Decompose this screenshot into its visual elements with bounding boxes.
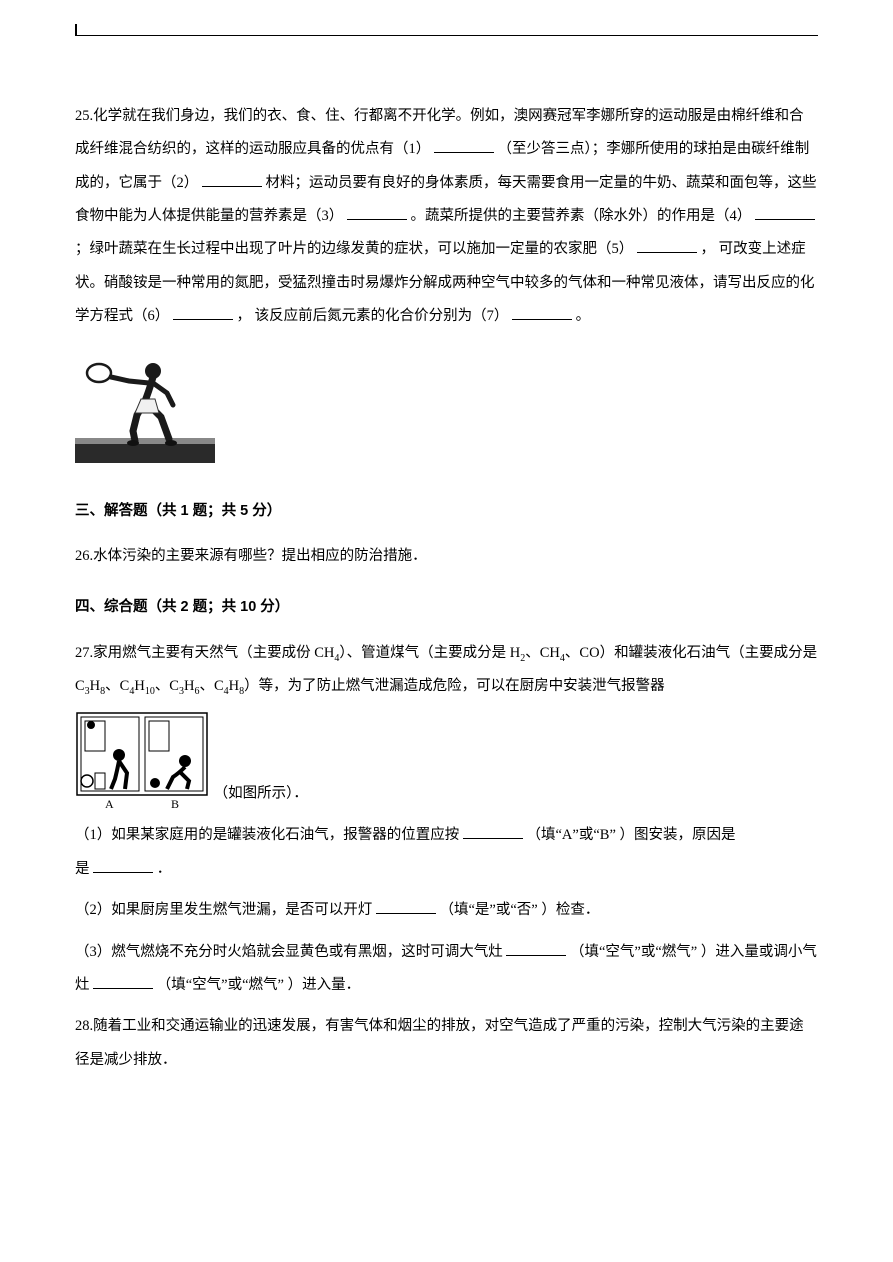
blank-27-1a: [463, 825, 523, 840]
section-3-heading: 三、解答题（共 1 题；共 5 分）: [75, 495, 818, 528]
q25-text: 。蔬菜所提供的主要营养素（除水外）的作用是（4）: [411, 208, 752, 224]
label-a: A: [105, 797, 114, 811]
q27-text: H: [229, 678, 239, 694]
question-27-2: （2）如果厨房里发生燃气泄漏，是否可以开灯 （填“是”或“否” ）检查．: [75, 894, 818, 927]
tennis-illustration: [75, 343, 818, 476]
question-27-1: （1）如果某家庭用的是罐装液化石油气，报警器的位置应按 （填“A”或“B” ）图…: [75, 819, 818, 886]
q27-1-text: （1）如果某家庭用的是罐装液化石油气，报警器的位置应按: [75, 827, 459, 843]
blank-27-1b: [93, 858, 153, 873]
q27-3-text: （3）燃气燃烧不充分时火焰就会显黄色或有黑烟，这时可调大气灶: [75, 944, 503, 960]
blank-27-3a: [506, 941, 566, 956]
q27-text: H: [90, 678, 100, 694]
q27-text: 、CH: [525, 645, 560, 661]
tennis-player-icon: [75, 343, 215, 463]
blank-25-2: [202, 172, 262, 187]
figure-caption: （如图所示）．: [214, 786, 308, 802]
page-content: 25.化学就在我们身边，我们的衣、食、住、行都离不开化学。例如，澳网赛冠军李娜所…: [75, 100, 818, 1077]
q25-text: ， 该反应前后氮元素的化合价分别为（7）: [237, 308, 509, 324]
q27-1-text: （填“A”或“B” ）图安装，原因是: [527, 827, 736, 843]
q27-text: 、C: [155, 678, 179, 694]
q27-1-text: ．: [157, 861, 172, 877]
header-rule: [75, 35, 818, 36]
blank-25-3: [347, 206, 407, 221]
label-b: B: [171, 797, 179, 811]
blank-25-7: [512, 306, 572, 321]
blank-25-6: [173, 306, 233, 321]
q27-2-text: （2）如果厨房里发生燃气泄漏，是否可以开灯: [75, 902, 372, 918]
q27-text: ）等，为了防止燃气泄漏造成危险，可以在厨房中安装泄气报警器: [244, 678, 665, 694]
blank-27-3b: [93, 974, 153, 989]
q25-text: 。: [576, 308, 591, 324]
blank-25-1: [434, 139, 494, 154]
q27-text: ）、管道煤气（主要成分是 H: [339, 645, 520, 661]
header-tick: [75, 24, 77, 35]
q27-text: H: [134, 678, 144, 694]
question-25: 25.化学就在我们身边，我们的衣、食、住、行都离不开化学。例如，澳网赛冠军李娜所…: [75, 100, 818, 333]
q27-1-text-is: 是: [75, 861, 90, 877]
q27-text: H: [184, 678, 194, 694]
q27-text: 、C: [199, 678, 223, 694]
q27-text: 27.家用燃气主要有天然气（主要成份 CH: [75, 645, 334, 661]
q25-text: ；绿叶蔬菜在生长过程中出现了叶片的边缘发黄的症状，可以施加一定量的农家肥（5）: [75, 241, 633, 257]
q27-3-text: （填“空气”或“燃气” ）进入量．: [157, 977, 360, 993]
question-27-intro: 27.家用燃气主要有天然气（主要成份 CH4）、管道煤气（主要成分是 H2、CH…: [75, 637, 818, 704]
subscript: 10: [145, 686, 155, 697]
blank-25-4: [755, 206, 815, 221]
kitchen-figure-row: A B （如图所示）．: [75, 711, 818, 811]
question-28: 28.随着工业和交通运输业的迅速发展，有害气体和烟尘的排放，对空气造成了严重的污…: [75, 1010, 818, 1077]
question-27-3: （3）燃气燃烧不充分时火焰就会显黄色或有黑烟，这时可调大气灶 （填“空气”或“燃…: [75, 936, 818, 1003]
section-4-heading: 四、综合题（共 2 题；共 10 分）: [75, 591, 818, 624]
blank-25-5: [637, 239, 697, 254]
kitchen-alarm-icon: A B: [75, 711, 210, 811]
blank-27-2: [376, 900, 436, 915]
question-26: 26.水体污染的主要来源有哪些？提出相应的防治措施．: [75, 540, 818, 573]
q27-2-text: （填“是”或“否” ）检查．: [440, 902, 600, 918]
q27-text: 、C: [105, 678, 129, 694]
